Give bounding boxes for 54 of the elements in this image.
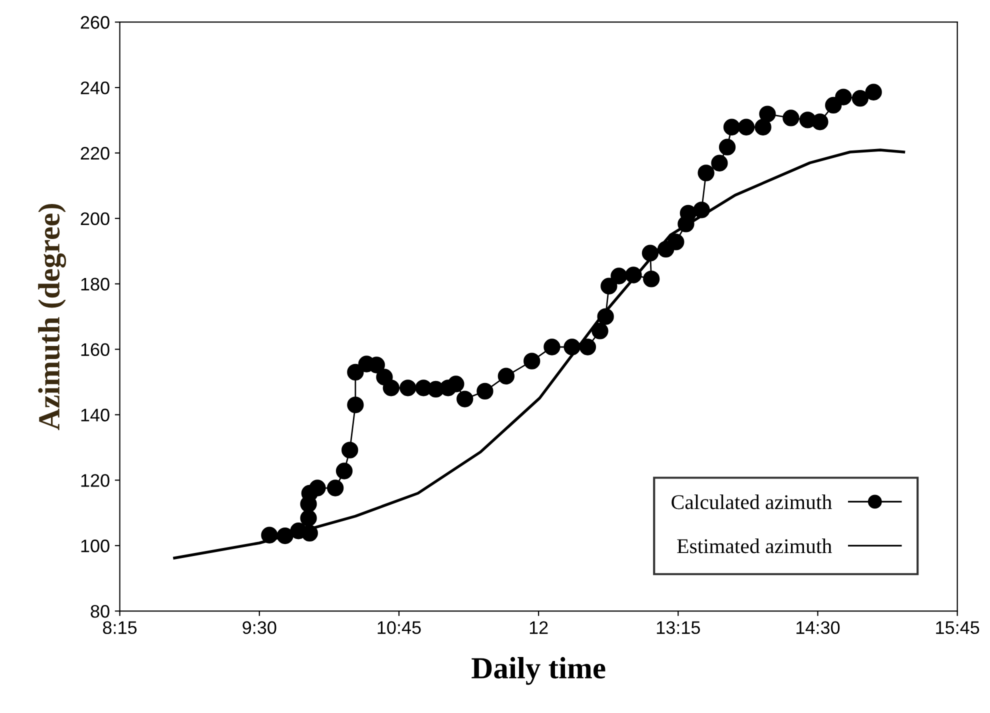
- y-tick-label: 260: [80, 16, 110, 29]
- point: [448, 376, 464, 392]
- y-tick-label: 160: [81, 343, 110, 356]
- point: [592, 322, 608, 340]
- point: [579, 338, 596, 356]
- point: [852, 90, 869, 107]
- point: [456, 390, 474, 408]
- x-axis-title: Daily time: [472, 657, 606, 685]
- x-tick-label: 9:30: [242, 621, 276, 634]
- x-tick-label: 10:45: [378, 621, 421, 634]
- point: [610, 268, 628, 284]
- point: [782, 110, 800, 126]
- x-tick-label: 12: [530, 621, 548, 634]
- x-tick-label: 15:45: [936, 621, 980, 634]
- point: [835, 88, 852, 106]
- y-tick-label: 220: [80, 146, 110, 160]
- x-tick-label: 13:15: [656, 621, 700, 634]
- point: [643, 270, 660, 288]
- point: [498, 368, 515, 384]
- x-tick-label: 8:15: [103, 621, 137, 634]
- point: [300, 510, 317, 526]
- x-tick-label: 14:30: [796, 621, 840, 634]
- y-tick-label: 200: [80, 212, 110, 226]
- point: [711, 154, 728, 172]
- point: [347, 396, 364, 414]
- point: [812, 114, 828, 130]
- point: [309, 480, 326, 496]
- y-tick-label: 100: [81, 540, 110, 552]
- y-tick-label: 80: [90, 604, 110, 618]
- point: [544, 338, 560, 356]
- point: [524, 352, 540, 370]
- point: [738, 118, 755, 136]
- point: [759, 106, 776, 122]
- y-tick-label: 140: [81, 408, 110, 422]
- y-tick-label: 240: [80, 81, 110, 94]
- legend-label: Estimated azimuth: [677, 538, 832, 554]
- point: [336, 462, 353, 480]
- y-tick-label: 180: [81, 278, 110, 291]
- point: [326, 480, 344, 496]
- y-axis-title: Azimuth (degree): [38, 204, 66, 430]
- point: [600, 278, 618, 294]
- point: [382, 380, 400, 396]
- point: [718, 138, 736, 156]
- point: [476, 382, 494, 400]
- point: [347, 364, 364, 381]
- legend-label: Calculated azimuth: [672, 494, 832, 510]
- point: [723, 118, 740, 136]
- point: [342, 442, 358, 458]
- point: [400, 380, 416, 396]
- y-tick-label: 120: [81, 474, 110, 487]
- point: [865, 84, 882, 100]
- point: [698, 164, 714, 182]
- point: [668, 234, 684, 250]
- point: [754, 118, 772, 136]
